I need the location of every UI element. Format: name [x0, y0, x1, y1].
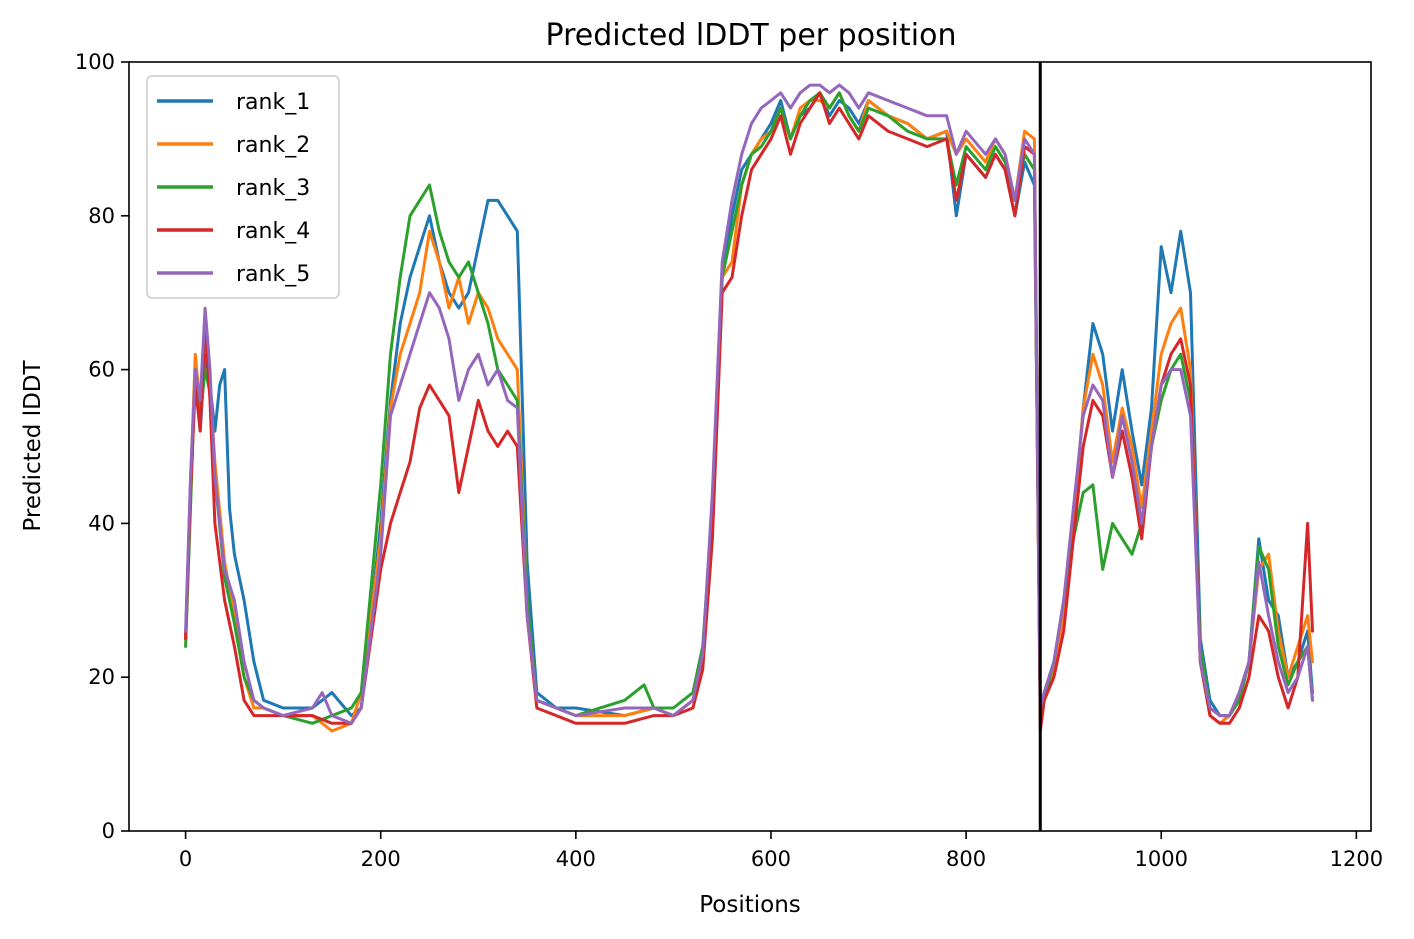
series-line-rank_4	[184, 91, 1314, 733]
y-tick-label: 20	[88, 665, 115, 689]
x-axis-label: Positions	[699, 892, 801, 918]
series-line-rank_5	[184, 83, 1314, 725]
x-tick-label: 1000	[1135, 847, 1188, 871]
legend-items: rank_1 rank_2 rank_3 rank_4 rank_5	[157, 90, 310, 287]
y-tick-label: 0	[102, 819, 115, 843]
x-tick-label: 1200	[1330, 847, 1383, 871]
x-tick-label: 400	[556, 847, 596, 871]
x-tick-label: 0	[179, 847, 192, 871]
legend-label-rank_1: rank_1	[236, 90, 310, 115]
legend-label-rank_5: rank_5	[236, 262, 310, 287]
legend-label-rank_3: rank_3	[236, 176, 310, 201]
y-axis-label: Predicted lDDT	[20, 359, 46, 531]
y-tick-label: 100	[75, 50, 115, 74]
x-tick-label: 600	[751, 847, 791, 871]
legend-label-rank_2: rank_2	[236, 133, 310, 158]
plot-frame	[128, 61, 1372, 832]
x-axis: 0 200 400 600 800 1000 1200	[179, 831, 1383, 871]
y-tick-label: 60	[88, 358, 115, 382]
legend-box	[146, 75, 340, 299]
legend: rank_1 rank_2 rank_3 rank_4 rank_5	[146, 75, 340, 299]
chart-title: Predicted lDDT per position	[546, 18, 957, 53]
x-tick-label: 200	[361, 847, 401, 871]
x-tick-label: 800	[946, 847, 986, 871]
y-tick-label: 40	[88, 511, 115, 535]
y-axis: 0 20 40 60 80 100	[75, 50, 129, 843]
series-layer	[184, 83, 1314, 733]
y-tick-label: 80	[88, 204, 115, 228]
series-line-rank_2	[184, 91, 1314, 733]
legend-label-rank_4: rank_4	[236, 219, 310, 244]
